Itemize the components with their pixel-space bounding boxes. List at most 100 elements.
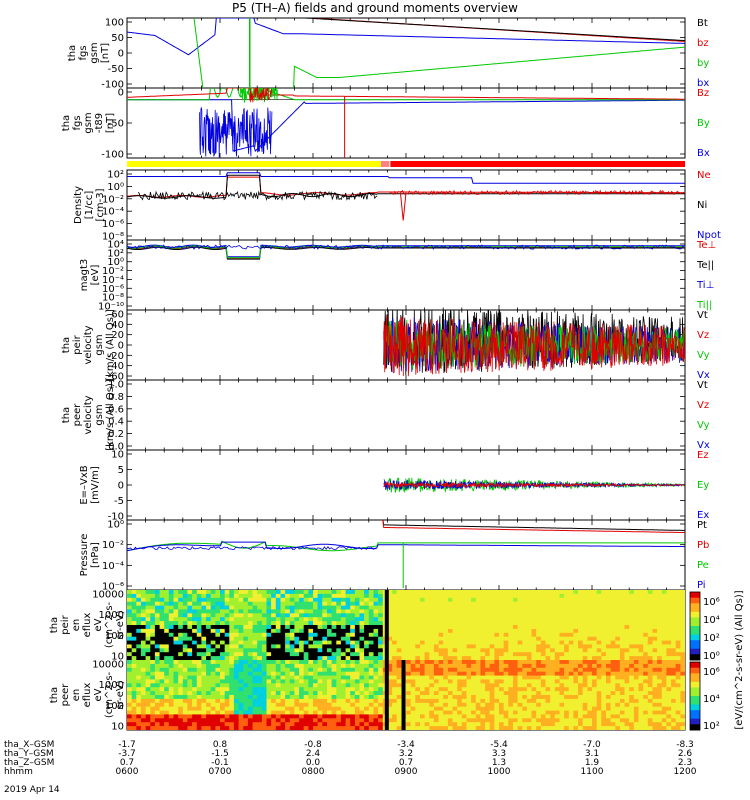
spectrogram-cell — [396, 625, 402, 630]
spectrogram-cell — [415, 698, 421, 704]
spectrogram-cell — [601, 683, 607, 688]
spectrogram-cell — [513, 617, 519, 622]
spectrogram-cell — [610, 597, 616, 603]
spectrogram-cell — [159, 601, 165, 607]
spectrogram-cell — [466, 675, 472, 681]
spectrogram-cell — [313, 706, 319, 712]
spectrogram-cell — [494, 691, 500, 696]
spectrogram-cell — [308, 714, 314, 719]
spectrogram-cell — [508, 590, 514, 595]
spectrogram-cell — [313, 648, 319, 653]
spectrogram-cell — [522, 590, 528, 595]
spectrogram-cell — [410, 609, 416, 614]
spectrogram-cell — [443, 710, 449, 716]
spectrogram-cell — [480, 625, 486, 630]
spectrogram-cell — [131, 726, 137, 730]
spectrogram-cell — [503, 625, 509, 630]
spectrogram-cell — [373, 648, 379, 653]
spectrogram-cell — [247, 663, 254, 669]
spectrogram-cell — [345, 714, 351, 719]
spectrogram-cell — [224, 660, 230, 665]
spectrogram-cell — [131, 652, 137, 657]
spectrogram-cell — [368, 687, 375, 692]
spectrogram-cell — [485, 687, 491, 692]
spectrogram-cell — [206, 660, 212, 665]
spectrogram-cell — [275, 691, 282, 696]
spectrogram-cell — [629, 597, 635, 603]
spectrogram-cell — [285, 663, 291, 669]
spectrogram-cell — [280, 656, 286, 660]
spectrogram-cell — [178, 644, 184, 649]
spectrogram-cell — [299, 621, 305, 626]
spectrogram-cell — [247, 632, 254, 638]
spectrogram-cell — [480, 660, 486, 665]
spectrogram-cell — [513, 656, 519, 660]
spectrogram-cell — [233, 706, 240, 712]
spectrogram-cell — [522, 702, 528, 708]
spectrogram-cell — [475, 593, 482, 599]
spectrogram-cell — [340, 593, 347, 599]
spectrogram-cell — [522, 617, 528, 622]
spectrogram-cell — [494, 698, 500, 704]
spectrogram-cell — [513, 590, 519, 595]
spectrogram-cell — [503, 621, 509, 626]
spectrogram-cell — [271, 726, 277, 730]
spectrogram-cell — [424, 702, 430, 708]
spectrogram-cell — [457, 660, 463, 665]
spectrogram-cell — [429, 695, 435, 700]
spectrogram-cell — [536, 702, 542, 708]
spectrogram-cell — [317, 609, 323, 614]
spectrogram-cell — [666, 644, 672, 649]
spectrogram-cell — [350, 636, 356, 642]
spectrogram-cell — [559, 687, 565, 692]
spectrogram-cell — [396, 663, 402, 669]
spectrogram-cell — [238, 695, 244, 700]
spectrogram-cell — [499, 687, 505, 692]
spectrogram-cell — [447, 718, 454, 723]
spectrogram-cell — [345, 601, 351, 607]
spectrogram-cell — [559, 660, 565, 665]
spectrogram-cell — [308, 590, 314, 595]
spectrogram-cell — [308, 702, 314, 708]
spectrogram-cell — [168, 601, 175, 607]
spectrogram-cell — [601, 648, 607, 653]
spectrogram-cell — [624, 590, 630, 595]
spectrogram-cell — [638, 648, 644, 653]
spectrogram-cell — [461, 621, 468, 626]
spectrogram-cell — [466, 691, 472, 696]
spectrogram-cell — [601, 698, 607, 704]
spectrogram-cell — [359, 714, 365, 719]
spectrogram-cell — [671, 593, 677, 599]
spectrogram-cell — [513, 683, 519, 688]
spectrogram-cell — [657, 625, 663, 630]
spectrogram-cell — [243, 691, 249, 696]
spectrogram-cell — [220, 640, 226, 646]
spectrogram-cell — [461, 660, 468, 665]
spectrogram-cell — [466, 679, 472, 684]
spectrogram-cell — [499, 613, 505, 618]
ti-noise — [127, 244, 685, 250]
spectrogram-cell — [578, 648, 584, 653]
spectrogram-cell — [303, 648, 309, 653]
spectrogram-cell — [238, 648, 244, 653]
spectrogram-cell — [406, 613, 412, 618]
spectrogram-cell — [540, 718, 547, 723]
spectrogram-cell — [615, 683, 621, 688]
y-tick-label: 0 — [118, 481, 124, 492]
spectrogram-cell — [210, 613, 216, 618]
spectrogram-cell — [624, 656, 630, 660]
spectrogram-cell — [350, 687, 356, 692]
spectrogram-cell — [424, 675, 430, 681]
spectrogram-cell — [317, 660, 323, 665]
spectrogram-cell — [638, 590, 644, 595]
spectrogram-cell — [280, 590, 286, 595]
spectrogram-cell — [233, 675, 240, 681]
spectrogram-cell — [289, 683, 296, 688]
spectrogram-cell — [536, 706, 542, 712]
spectrogram-cell — [187, 679, 193, 684]
spectrogram-cell — [680, 590, 685, 595]
spectrogram-cell — [196, 706, 203, 712]
spectrogram-cell — [536, 640, 542, 646]
spectrogram-cell — [508, 695, 514, 700]
